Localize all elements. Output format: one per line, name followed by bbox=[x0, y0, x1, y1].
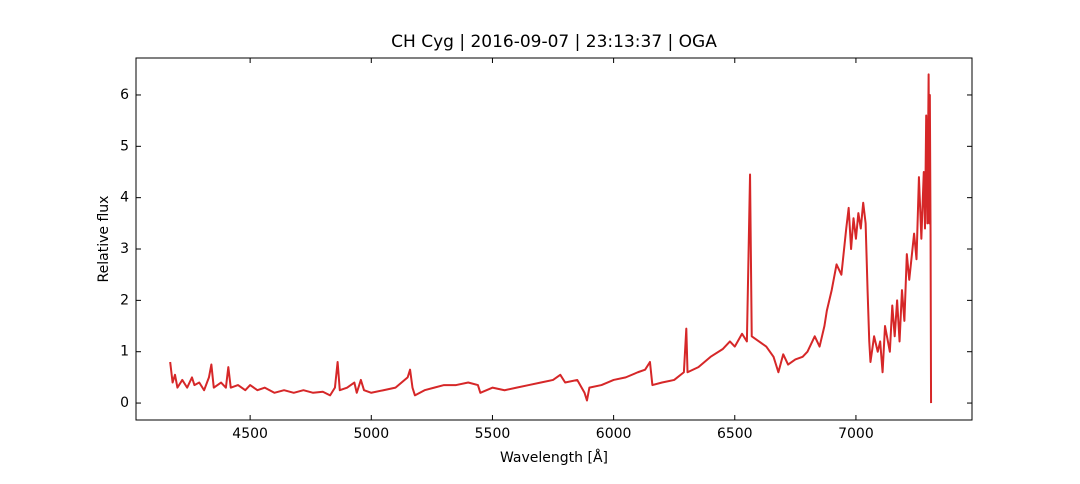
y-axis-label: Relative flux bbox=[96, 196, 112, 283]
y-tick-label: 1 bbox=[120, 344, 129, 360]
y-tick-label: 2 bbox=[120, 292, 129, 308]
x-axis-label: Wavelength [Å] bbox=[500, 449, 608, 466]
spectrum-line bbox=[169, 73, 933, 404]
plot-frame bbox=[135, 57, 973, 421]
y-tick-label: 0 bbox=[120, 395, 129, 411]
x-tick-label: 6000 bbox=[596, 426, 632, 442]
y-tick-label: 5 bbox=[120, 138, 129, 154]
x-tick-label: 5500 bbox=[475, 426, 511, 442]
y-tick-label: 4 bbox=[120, 190, 129, 206]
chart-title: CH Cyg | 2016-09-07 | 23:13:37 | OGA bbox=[391, 32, 717, 52]
y-tick-label: 3 bbox=[120, 241, 129, 257]
x-tick-label: 7000 bbox=[838, 426, 874, 442]
x-tick-label: 4500 bbox=[232, 426, 268, 442]
x-tick-label: 5000 bbox=[353, 426, 389, 442]
x-tick-label: 6500 bbox=[717, 426, 753, 442]
y-tick-label: 6 bbox=[120, 87, 129, 103]
